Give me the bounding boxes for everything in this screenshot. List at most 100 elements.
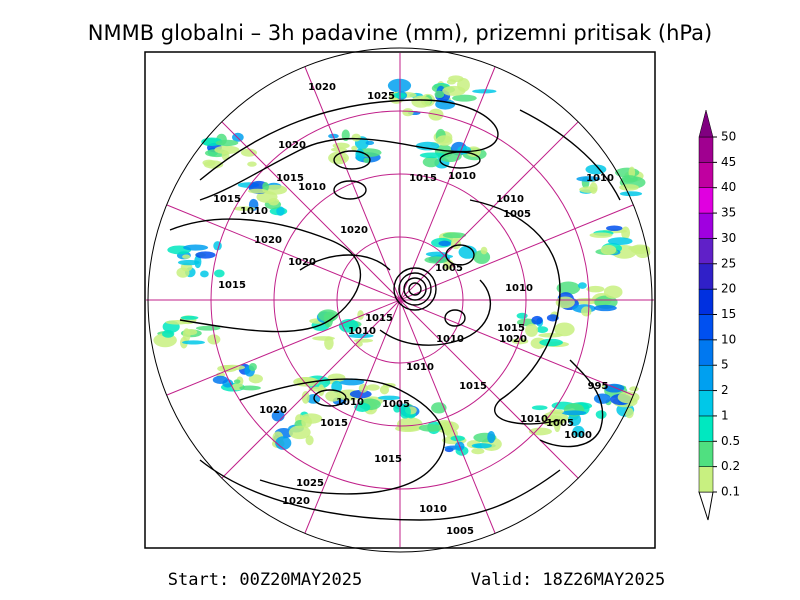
isobars: [169, 99, 621, 521]
precip-cell: [233, 206, 255, 211]
colorbar-label: 30: [721, 231, 736, 245]
precip-cell: [233, 379, 241, 384]
precip-cell: [377, 395, 401, 401]
isobar-label: 1010: [298, 182, 326, 193]
precip-cell: [607, 237, 633, 245]
precip-cell: [628, 245, 649, 251]
precip-cell: [305, 435, 314, 446]
start-time: Start: 00Z20MAY2025: [168, 570, 362, 590]
colorbar-label: 35: [721, 206, 736, 220]
precip-cell: [312, 336, 335, 341]
precip-cell: [438, 240, 451, 247]
precip-cell: [579, 186, 598, 193]
isobar-label: 1005: [446, 526, 474, 537]
precip-cell: [539, 338, 563, 347]
precip-cell: [471, 443, 492, 449]
isobar-label: 1015: [497, 323, 525, 334]
isobar-label: 1020: [282, 496, 310, 507]
isobar-label: 1015: [365, 313, 393, 324]
isobar-label: 1010: [240, 206, 268, 217]
precip-cell: [399, 405, 411, 419]
isobar-label: 1015: [374, 454, 402, 465]
precip-cell: [586, 285, 605, 293]
colorbar-swatch: [698, 441, 714, 467]
colorbar-swatch: [698, 136, 714, 163]
precip-cell: [379, 385, 390, 395]
colorbar-label: 0.2: [721, 459, 740, 473]
precip-cell: [248, 188, 268, 194]
precip-cell: [366, 384, 380, 391]
isobar-label: 1020: [308, 82, 336, 93]
precip-cell: [215, 139, 239, 147]
colorbar-swatch: [698, 212, 714, 239]
colorbar-label: 50: [721, 130, 736, 144]
precip-cell: [603, 285, 623, 299]
isobar-label: 1010: [436, 334, 464, 345]
precip-cell: [553, 418, 561, 433]
precip-cell: [200, 270, 209, 278]
precip-cell: [487, 430, 496, 444]
precip-cell: [567, 413, 582, 427]
precip-cell: [415, 141, 440, 151]
colorbar-label: 45: [721, 155, 736, 169]
precip-cell: [531, 405, 548, 411]
precip-cell: [248, 374, 263, 384]
colorbar-swatch: [698, 263, 714, 290]
isobar-label: 1010: [448, 171, 476, 182]
precip-cell: [441, 423, 451, 428]
isobar-label: 1010: [406, 362, 434, 373]
precip-cell: [472, 89, 497, 94]
precip-cell: [621, 175, 638, 183]
colorbar-swatch: [698, 314, 714, 341]
precip-cell: [442, 85, 466, 96]
precip-cell: [182, 254, 191, 259]
precip-cell: [183, 244, 209, 251]
isobar-label: 1020: [340, 225, 368, 236]
isobar-label: 1010: [520, 414, 548, 425]
isobar-label: 1005: [503, 209, 531, 220]
isobar-label: 1020: [288, 257, 316, 268]
isobar-label: 1015: [213, 194, 241, 205]
precip-cell: [554, 322, 575, 337]
isobar-label: 1005: [382, 399, 410, 410]
precip-cell: [214, 269, 225, 278]
precip-cell: [347, 333, 374, 338]
precip-cell: [207, 334, 221, 345]
precip-cell: [180, 315, 199, 320]
precip-cell: [438, 150, 462, 163]
precip-cell: [516, 312, 528, 319]
precip-cell: [446, 79, 456, 85]
precip-cell: [354, 402, 371, 412]
precip-cell: [395, 425, 421, 432]
precip-cell: [177, 259, 200, 266]
precip-cell: [182, 328, 191, 342]
precip-cell: [576, 176, 601, 182]
precip-cell: [450, 435, 465, 442]
precip-cell: [606, 225, 623, 232]
isobar-label: 1010: [496, 194, 524, 205]
precip-cell: [458, 245, 477, 259]
isobar-label: 1020: [259, 405, 287, 416]
precip-cell: [239, 385, 261, 391]
precip-cell: [525, 323, 539, 337]
precip-cell: [301, 416, 312, 428]
precip-cell: [572, 425, 585, 438]
map-title: NMMB globalni – 3h padavine (mm), prizem…: [88, 21, 712, 45]
precip-cell: [365, 140, 375, 146]
colorbar-label: 25: [721, 256, 736, 270]
precip-cell: [422, 156, 440, 168]
isobar-label: 1020: [278, 140, 306, 151]
precip-cell: [288, 425, 311, 440]
colorbar-swatch: [698, 466, 714, 493]
precip-cell: [402, 108, 414, 117]
precip-cell: [619, 184, 639, 191]
valid-time: Valid: 18Z26MAY2025: [471, 570, 665, 590]
precip-cell: [317, 309, 339, 322]
precip-cell: [511, 338, 529, 345]
precip-cell: [604, 383, 625, 393]
precip-cell: [349, 389, 372, 399]
precip-cell: [629, 386, 639, 392]
precip-cell: [357, 310, 364, 320]
precip-cell: [301, 391, 310, 404]
precip-cell: [387, 78, 412, 93]
